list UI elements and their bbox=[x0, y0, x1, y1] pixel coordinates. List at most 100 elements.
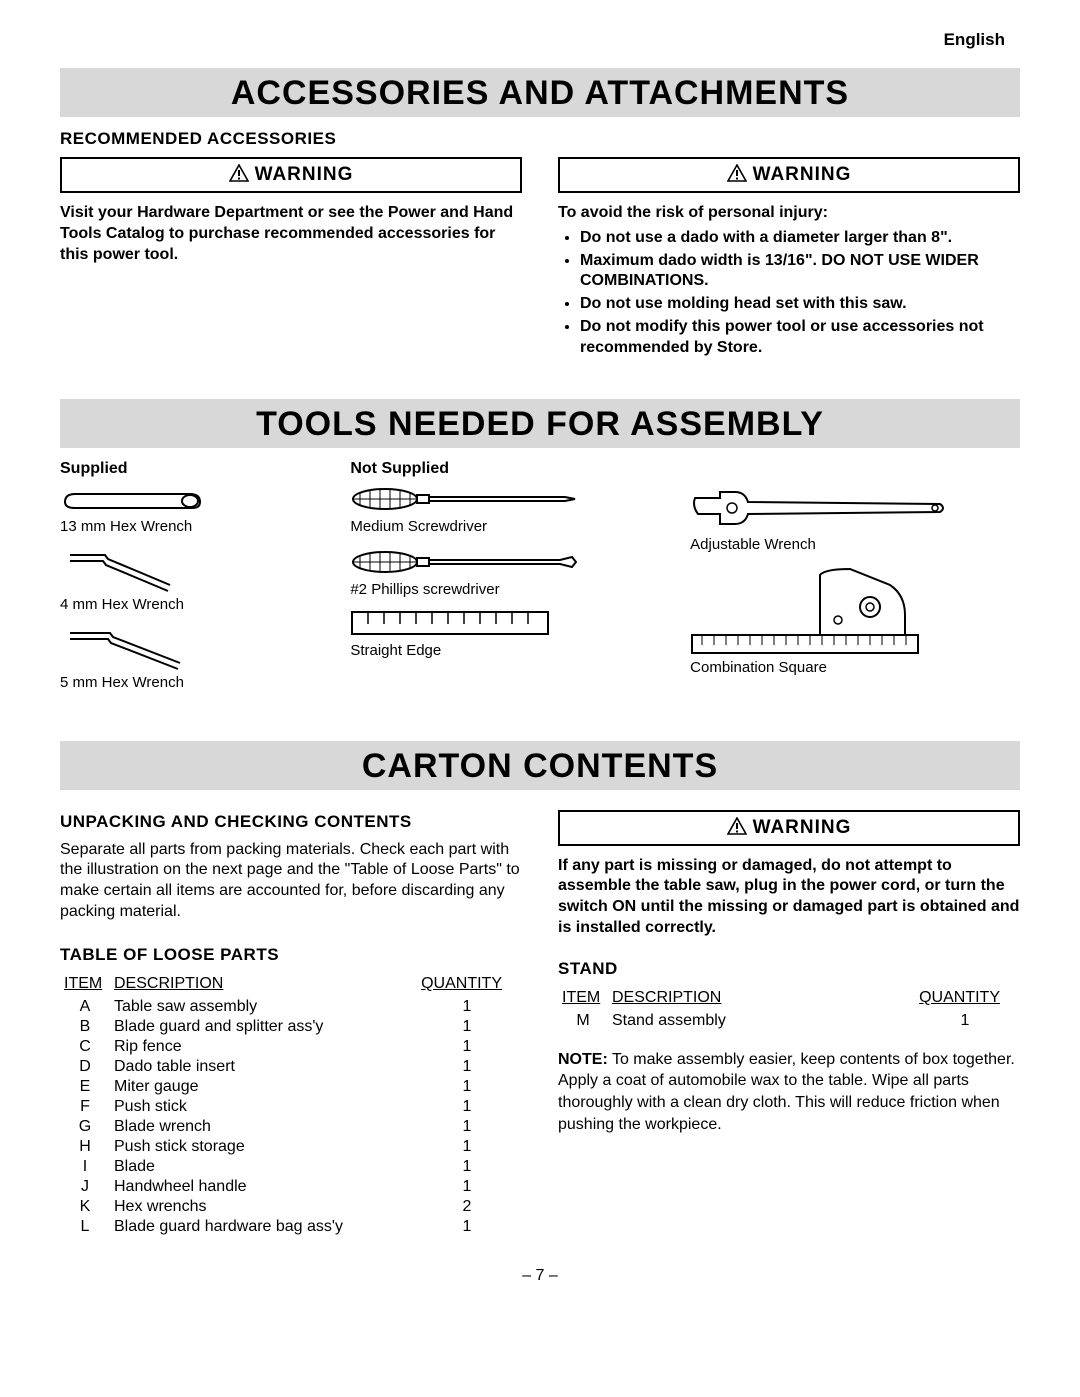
warning-2-bullets: Do not use a dado with a diameter larger… bbox=[558, 228, 1020, 359]
unpacking-text: Separate all parts from packing material… bbox=[60, 840, 522, 923]
unpacking-heading: UNPACKING AND CHECKING CONTENTS bbox=[60, 812, 522, 832]
warning-3-text: If any part is missing or damaged, do no… bbox=[558, 856, 1020, 939]
cell-desc: Blade wrench bbox=[110, 1117, 412, 1137]
cell-item: F bbox=[60, 1097, 110, 1117]
cell-desc: Stand assembly bbox=[608, 1011, 910, 1031]
adjustable-wrench-icon bbox=[690, 484, 950, 532]
cell-desc: Blade guard hardware bag ass'y bbox=[110, 1217, 412, 1237]
loose-parts-heading: TABLE OF LOOSE PARTS bbox=[60, 945, 522, 965]
phillips-screwdriver-icon bbox=[350, 547, 580, 577]
section-carton-header: CARTON CONTENTS bbox=[60, 741, 1020, 790]
accessories-columns: WARNING Visit your Hardware Department o… bbox=[60, 157, 1020, 361]
warning-bullet: Maximum dado width is 13/16". DO NOT USE… bbox=[580, 251, 1020, 293]
cell-item: C bbox=[60, 1037, 110, 1057]
assembly-note: NOTE: To make assembly easier, keep cont… bbox=[558, 1049, 1020, 1135]
cell-desc: Hex wrenchs bbox=[110, 1197, 412, 1217]
tool-item: 13 mm Hex Wrench bbox=[60, 484, 340, 535]
warning-triangle-icon bbox=[229, 164, 249, 182]
tool-item: Adjustable Wrench bbox=[690, 484, 1020, 553]
tool-name: Straight Edge bbox=[350, 642, 680, 659]
straight-edge-icon bbox=[350, 610, 550, 638]
warning-box-3: WARNING bbox=[558, 810, 1020, 846]
cell-qty: 1 bbox=[412, 1037, 522, 1057]
tool-item: Combination Square bbox=[690, 565, 1020, 676]
tool-item: 4 mm Hex Wrench bbox=[60, 547, 340, 613]
cell-desc: Rip fence bbox=[110, 1037, 412, 1057]
stand-heading: STAND bbox=[558, 959, 1020, 979]
cell-desc: Handwheel handle bbox=[110, 1177, 412, 1197]
table-row: FPush stick1 bbox=[60, 1097, 522, 1117]
cell-qty: 2 bbox=[412, 1197, 522, 1217]
table-row: JHandwheel handle1 bbox=[60, 1177, 522, 1197]
th-qty: QUANTITY bbox=[412, 973, 522, 997]
tool-item: #2 Phillips screwdriver bbox=[350, 547, 680, 598]
warning-triangle-icon bbox=[727, 817, 747, 835]
cell-qty: 1 bbox=[412, 1217, 522, 1237]
warning-2-intro: To avoid the risk of personal injury: bbox=[558, 203, 1020, 224]
not-supplied-label: Not Supplied bbox=[350, 460, 680, 478]
cell-qty: 1 bbox=[412, 1157, 522, 1177]
section-accessories-header: ACCESSORIES AND ATTACHMENTS bbox=[60, 68, 1020, 117]
warning-box-2: WARNING bbox=[558, 157, 1020, 193]
tool-name: 4 mm Hex Wrench bbox=[60, 596, 340, 613]
tool-name: Adjustable Wrench bbox=[690, 536, 1020, 553]
tools-notsupplied-col2: Adjustable Wrench Combination Square bbox=[690, 460, 1020, 703]
stand-parts-table: ITEM DESCRIPTION QUANTITY MStand assembl… bbox=[558, 987, 1020, 1031]
cell-item: A bbox=[60, 997, 110, 1017]
warning-bullet: Do not use a dado with a diameter larger… bbox=[580, 228, 1020, 249]
warning-box-1: WARNING bbox=[60, 157, 522, 193]
note-label: NOTE: bbox=[558, 1051, 608, 1068]
table-row: CRip fence1 bbox=[60, 1037, 522, 1057]
table-row: IBlade1 bbox=[60, 1157, 522, 1177]
tool-name: #2 Phillips screwdriver bbox=[350, 581, 680, 598]
cell-item: M bbox=[558, 1011, 608, 1031]
th-desc: DESCRIPTION bbox=[608, 987, 910, 1011]
table-row: KHex wrenchs2 bbox=[60, 1197, 522, 1217]
cell-qty: 1 bbox=[412, 1097, 522, 1117]
recommended-accessories-heading: RECOMMENDED ACCESSORIES bbox=[60, 129, 1020, 149]
th-item: ITEM bbox=[558, 987, 608, 1011]
cell-item: L bbox=[60, 1217, 110, 1237]
loose-parts-table: ITEM DESCRIPTION QUANTITY ATable saw ass… bbox=[60, 973, 522, 1237]
cell-desc: Push stick storage bbox=[110, 1137, 412, 1157]
table-row: GBlade wrench1 bbox=[60, 1117, 522, 1137]
accessories-col-left: WARNING Visit your Hardware Department o… bbox=[60, 157, 522, 361]
table-row: EMiter gauge1 bbox=[60, 1077, 522, 1097]
warning-bullet: Do not use molding head set with this sa… bbox=[580, 294, 1020, 315]
cell-desc: Table saw assembly bbox=[110, 997, 412, 1017]
tools-grid: Supplied 13 mm Hex Wrench 4 mm Hex Wrenc… bbox=[60, 460, 1020, 703]
tools-supplied-col: Supplied 13 mm Hex Wrench 4 mm Hex Wrenc… bbox=[60, 460, 340, 703]
cell-qty: 1 bbox=[412, 1017, 522, 1037]
table-row: DDado table insert1 bbox=[60, 1057, 522, 1077]
tools-notsupplied-col1: Not Supplied Medium Screwdriver #2 Phill… bbox=[350, 460, 680, 703]
manual-page: English ACCESSORIES AND ATTACHMENTS RECO… bbox=[0, 0, 1080, 1325]
cell-qty: 1 bbox=[412, 1177, 522, 1197]
table-row: LBlade guard hardware bag ass'y1 bbox=[60, 1217, 522, 1237]
cell-desc: Push stick bbox=[110, 1097, 412, 1117]
tool-name: Combination Square bbox=[690, 659, 1020, 676]
cell-item: D bbox=[60, 1057, 110, 1077]
th-qty: QUANTITY bbox=[910, 987, 1020, 1011]
warning-label: WARNING bbox=[255, 164, 354, 185]
warning-label: WARNING bbox=[753, 817, 852, 838]
screwdriver-icon bbox=[350, 484, 580, 514]
carton-col-left: UNPACKING AND CHECKING CONTENTS Separate… bbox=[60, 802, 522, 1237]
tool-item: Medium Screwdriver bbox=[350, 484, 680, 535]
hex-wrench-13mm-icon bbox=[60, 484, 210, 514]
hex-wrench-4mm-icon bbox=[60, 547, 180, 592]
note-text: To make assembly easier, keep contents o… bbox=[558, 1051, 1015, 1133]
table-row: ATable saw assembly1 bbox=[60, 997, 522, 1017]
cell-desc: Miter gauge bbox=[110, 1077, 412, 1097]
section-tools-header: TOOLS NEEDED FOR ASSEMBLY bbox=[60, 399, 1020, 448]
cell-qty: 1 bbox=[412, 997, 522, 1017]
language-label: English bbox=[944, 30, 1005, 50]
th-item: ITEM bbox=[60, 973, 110, 997]
cell-item: K bbox=[60, 1197, 110, 1217]
warning-triangle-icon bbox=[727, 164, 747, 182]
cell-item: B bbox=[60, 1017, 110, 1037]
cell-item: J bbox=[60, 1177, 110, 1197]
accessories-col-right: WARNING To avoid the risk of personal in… bbox=[558, 157, 1020, 361]
table-row: HPush stick storage1 bbox=[60, 1137, 522, 1157]
tool-item: Straight Edge bbox=[350, 610, 680, 659]
cell-item: E bbox=[60, 1077, 110, 1097]
